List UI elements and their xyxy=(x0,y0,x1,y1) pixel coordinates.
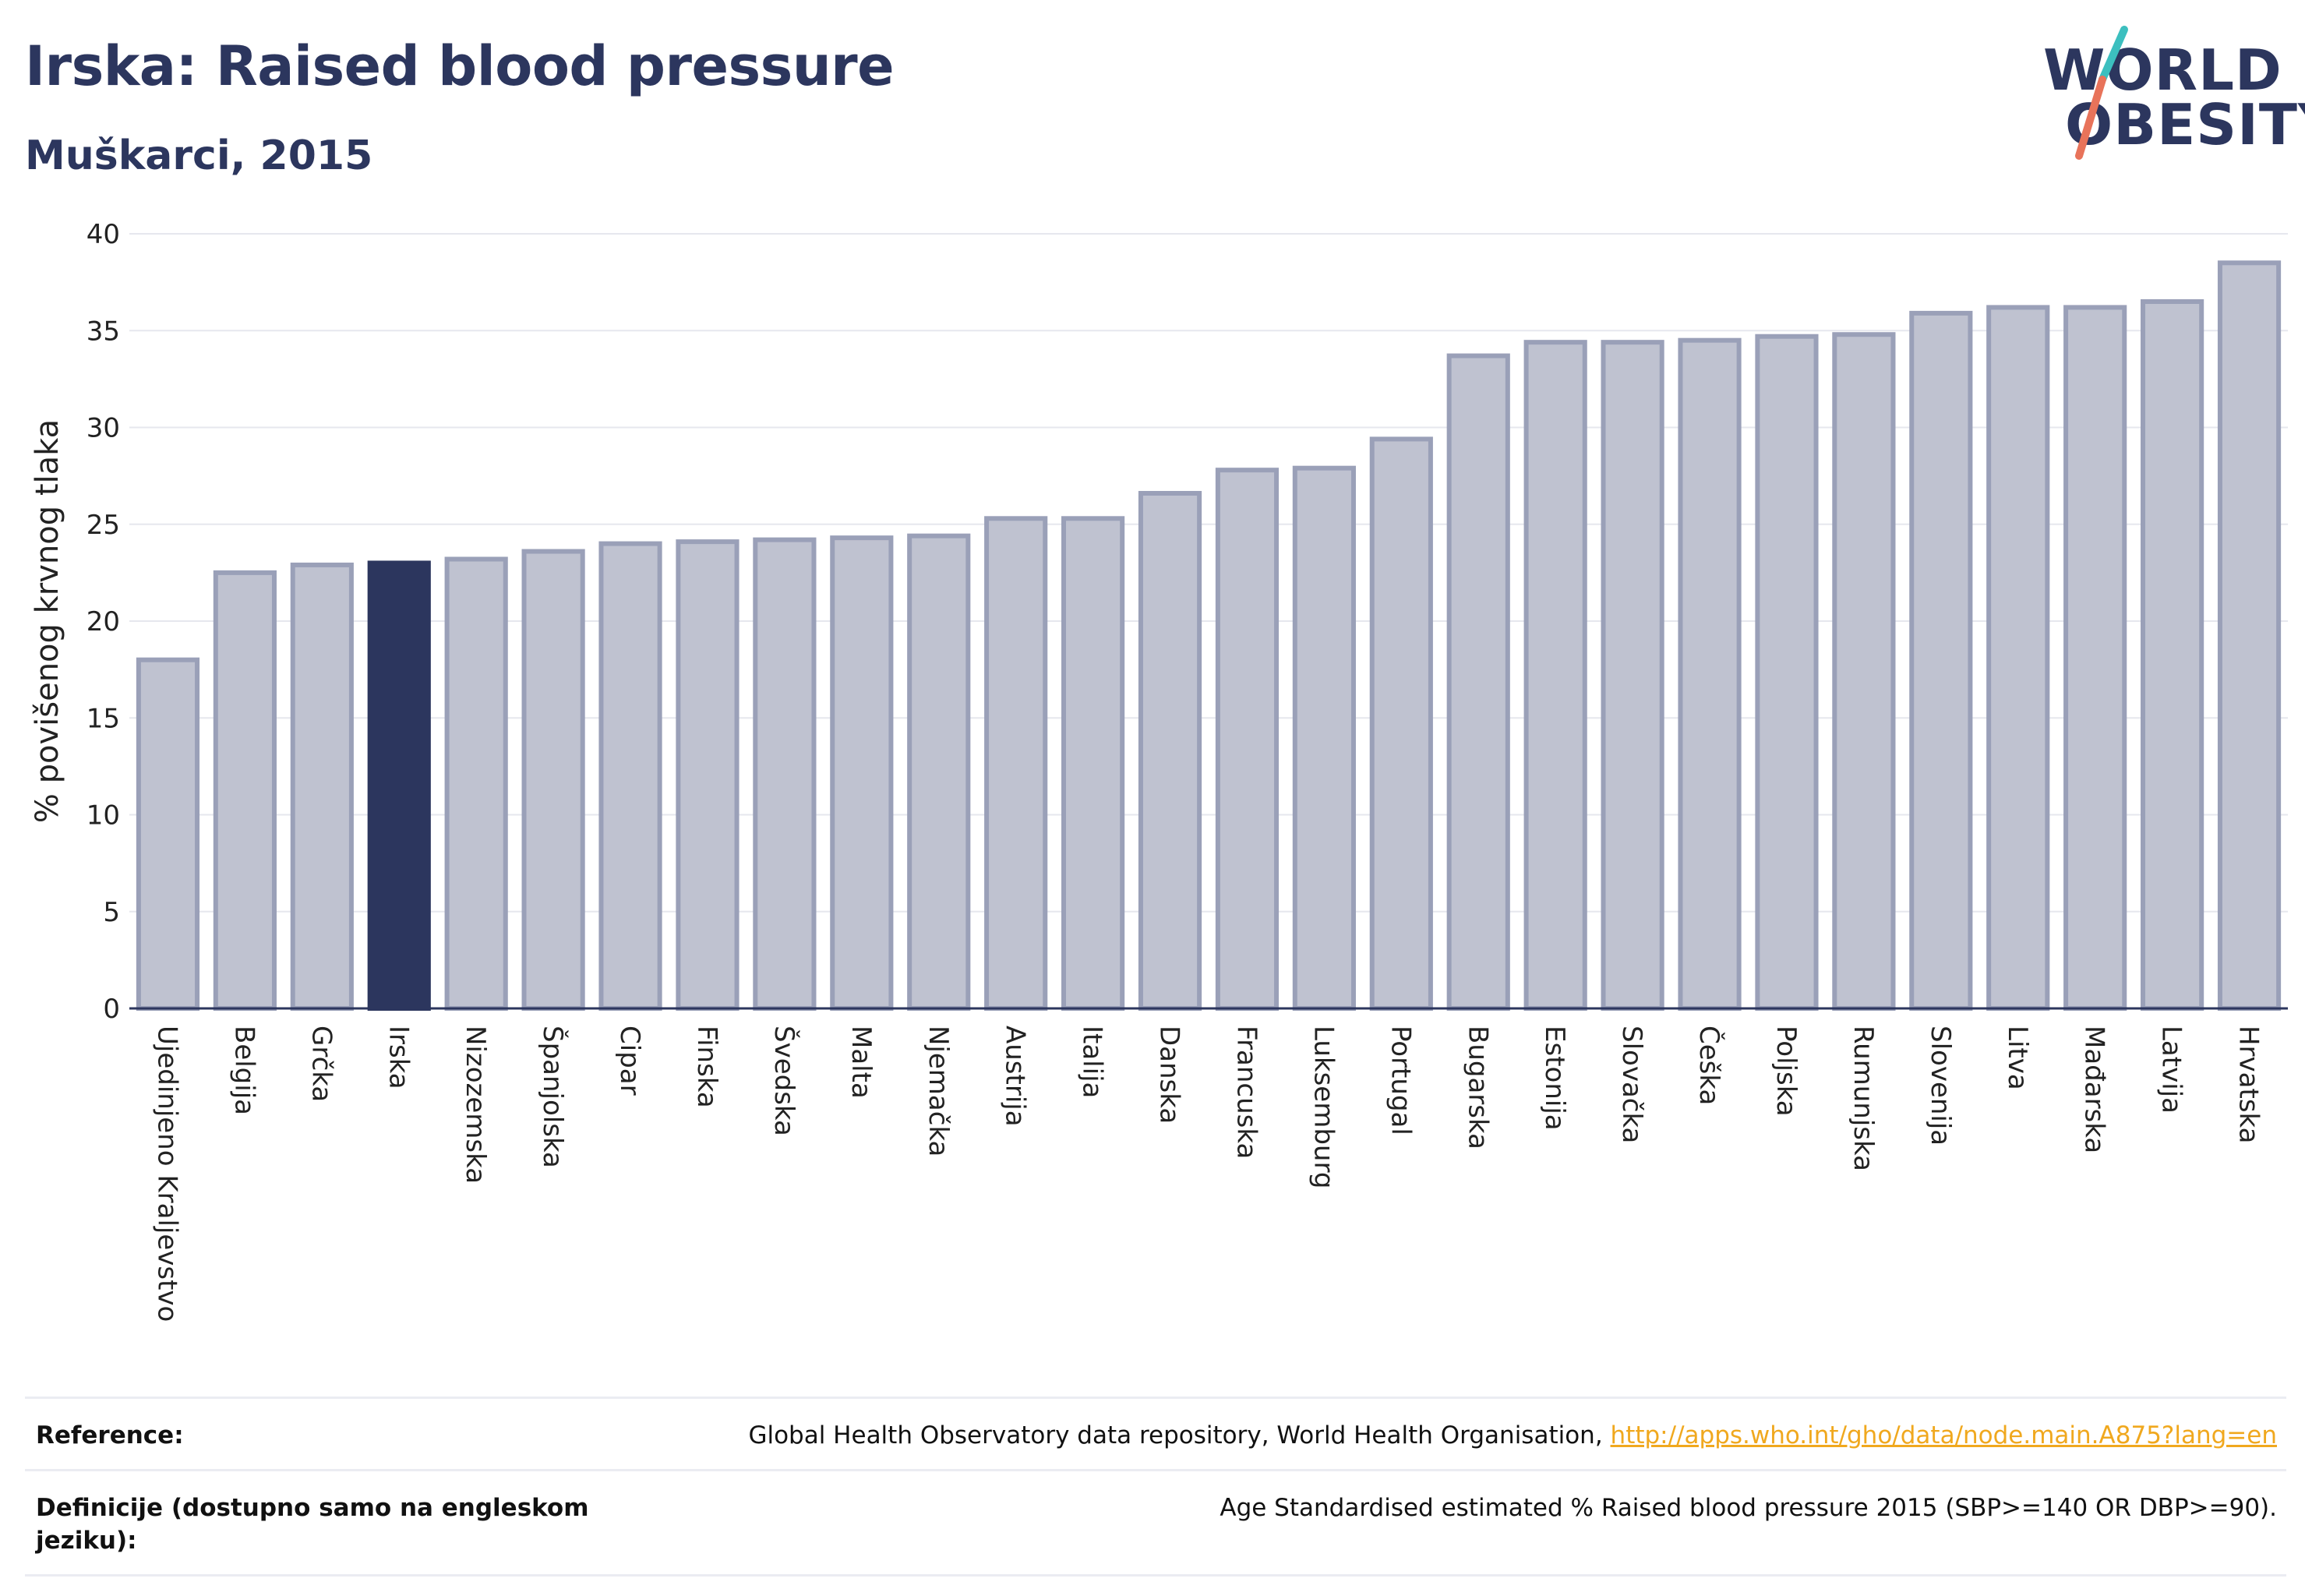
logo-slash-icon xyxy=(2075,26,2128,160)
x-tick-label: Španjolska xyxy=(537,1026,569,1168)
bar-litva xyxy=(1986,305,2050,1011)
bar-belgija xyxy=(213,570,277,1011)
y-tick-label: 0 xyxy=(103,994,120,1025)
reference-link[interactable]: http://apps.who.int/gho/data/node.main.A… xyxy=(1610,1421,2277,1449)
world-obesity-logo: WORLD OBESITY xyxy=(2035,23,2305,164)
bar-austrija xyxy=(984,516,1048,1011)
y-tick-label: 5 xyxy=(103,897,120,928)
bar-italija xyxy=(1061,516,1125,1011)
x-tick-label: Bugarska xyxy=(1462,1026,1493,1149)
x-tick-label: Grčka xyxy=(305,1026,337,1102)
x-tick-label: Cipar xyxy=(614,1026,645,1096)
x-tick-label: Poljska xyxy=(1770,1026,1802,1117)
bar-francuska xyxy=(1215,468,1280,1011)
x-axis-labels: Ujedinjeno Kraljevstvo Belgija Grčka Irska N… xyxy=(151,1026,2264,1322)
bar-hrvatska xyxy=(2217,260,2282,1011)
y-tick-label: 35 xyxy=(86,316,120,347)
bar-češka xyxy=(1678,337,1742,1011)
x-tick-label: Estonija xyxy=(1539,1026,1570,1131)
x-tick-label: Češka xyxy=(1693,1026,1725,1105)
y-tick-label: 20 xyxy=(86,606,120,637)
logo-word-top: WORLD xyxy=(2043,37,2282,103)
bar-njemačka xyxy=(907,533,971,1011)
x-tick-label: Ujedinjeno Kraljevstvo xyxy=(151,1026,182,1322)
bar-švedska xyxy=(753,537,817,1011)
y-axis-label: % povišenog krvnog tlaka xyxy=(30,419,65,823)
bar-irska xyxy=(367,560,431,1011)
bar-slovenija xyxy=(1909,310,1973,1011)
reference-text: Global Health Observatory data repositor… xyxy=(748,1421,1611,1449)
x-tick-label: Latvija xyxy=(2156,1026,2187,1114)
x-tick-label: Švedska xyxy=(768,1026,800,1136)
bar-slovačka xyxy=(1601,340,1664,1012)
logo-word-bottom: OBESITY xyxy=(2065,92,2305,157)
x-tick-label: Portugal xyxy=(1385,1026,1416,1135)
bar-danska xyxy=(1138,490,1202,1011)
definition-label: Definicije (dostupno samo na engleskom j… xyxy=(36,1494,589,1555)
bar-chart: 0 5 10 15 20 25 30 35 40 Ujedinjeno Kraljevstvo B… xyxy=(30,219,2288,1322)
bar-finska xyxy=(676,539,740,1011)
y-tick-label: 25 xyxy=(86,510,120,541)
x-tick-label: Mađarska xyxy=(2079,1026,2110,1153)
bar-rumunjska xyxy=(1832,332,1896,1012)
definition-row: Definicije (dostupno samo na engleskom j… xyxy=(25,1469,2286,1577)
reference-row: Reference: Global Health Observatory dat… xyxy=(25,1396,2286,1469)
x-tick-label: Luksemburg xyxy=(1308,1026,1339,1188)
bar-ujedinjeno-kraljevstvo xyxy=(136,657,200,1011)
definition-text: Age Standardised estimated % Raised bloo… xyxy=(1220,1494,2277,1522)
x-tick-label: Slovačka xyxy=(1616,1026,1647,1143)
page-title: Irska: Raised blood pressure xyxy=(25,34,895,98)
bar-grčka xyxy=(290,562,354,1011)
x-tick-label: Nizozemska xyxy=(460,1026,491,1184)
bar-mađarska xyxy=(2063,305,2127,1011)
x-tick-label: Belgija xyxy=(228,1026,259,1115)
x-tick-label: Italija xyxy=(1077,1026,1108,1098)
x-tick-label: Rumunjska xyxy=(1848,1026,1879,1171)
x-tick-label: Litva xyxy=(2002,1026,2033,1090)
y-tick-label: 10 xyxy=(86,800,120,832)
chart-subtitle: Muškarci, 2015 xyxy=(25,132,373,179)
bar-poljska xyxy=(1755,334,1819,1011)
bar-cipar xyxy=(598,541,662,1011)
y-tick-label: 30 xyxy=(86,413,120,444)
x-tick-label: Danska xyxy=(1154,1026,1185,1124)
bar-luksemburg xyxy=(1292,465,1356,1011)
bars xyxy=(136,260,2282,1012)
y-tick-label: 40 xyxy=(86,219,120,250)
x-tick-label: Finska xyxy=(691,1026,722,1108)
footer-table: Reference: Global Health Observatory dat… xyxy=(25,1396,2286,1577)
y-tick-label: 15 xyxy=(86,703,120,734)
x-tick-label: Malta xyxy=(845,1026,877,1099)
reference-label: Reference: xyxy=(36,1421,184,1449)
bar-estonija xyxy=(1523,340,1587,1012)
bar-bugarska xyxy=(1446,353,1510,1011)
x-tick-label: Njemačka xyxy=(923,1026,954,1156)
bar-španjolska xyxy=(521,549,585,1011)
bar-latvija xyxy=(2141,298,2204,1012)
x-tick-label: Austrija xyxy=(1000,1026,1031,1127)
x-tick-label: Hrvatska xyxy=(2233,1026,2264,1143)
bar-malta xyxy=(830,535,894,1011)
bar-nizozemska xyxy=(444,556,508,1011)
x-tick-label: Slovenija xyxy=(1925,1026,1956,1146)
bar-portugal xyxy=(1369,436,1433,1011)
y-axis-ticks: 0 5 10 15 20 25 30 35 40 xyxy=(86,219,120,1025)
x-tick-label: Irska xyxy=(383,1026,414,1089)
reference-text-container: Global Health Observatory data repositor… xyxy=(748,1419,2277,1452)
x-tick-label: Francuska xyxy=(1230,1026,1262,1159)
